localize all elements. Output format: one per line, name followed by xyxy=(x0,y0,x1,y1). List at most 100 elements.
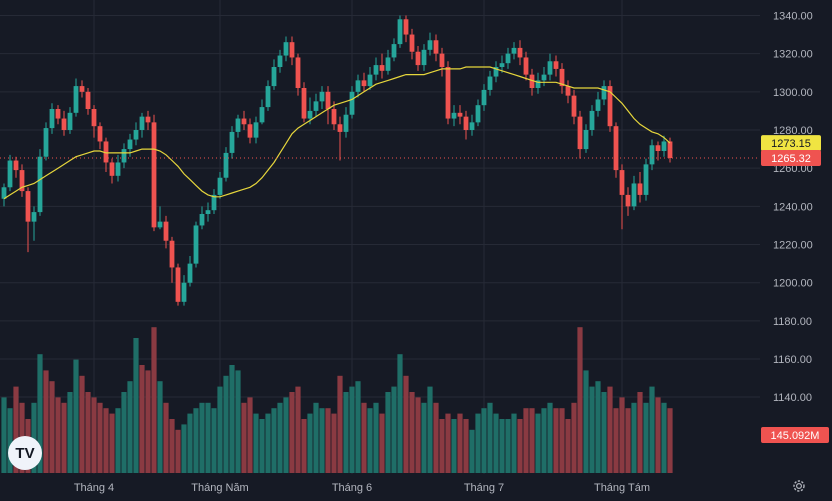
volume-bar xyxy=(619,397,625,473)
candle xyxy=(367,67,373,90)
candle-body xyxy=(655,145,661,151)
x-tick-label: Tháng Tám xyxy=(594,482,650,494)
volume-bar xyxy=(427,386,433,473)
x-tick-label: Tháng 4 xyxy=(74,482,114,494)
candle xyxy=(577,110,583,159)
candle xyxy=(199,206,205,230)
candle-body xyxy=(403,19,409,35)
candle xyxy=(7,154,13,192)
candle-body xyxy=(319,91,325,102)
ma-value-label: 1273.15 xyxy=(771,138,811,150)
volume-bar xyxy=(115,408,121,473)
volume-bar xyxy=(505,419,511,473)
volume-bar xyxy=(373,402,379,473)
candle xyxy=(529,68,535,96)
y-tick-label: 1220.00 xyxy=(773,240,813,252)
candle-body xyxy=(169,240,175,268)
candle xyxy=(319,86,325,109)
volume-bar xyxy=(193,408,199,473)
candle xyxy=(427,32,433,56)
tradingview-logo-icon[interactable]: TV xyxy=(8,436,42,470)
candle-body xyxy=(463,116,469,130)
candle xyxy=(277,49,283,73)
volume-bar xyxy=(577,327,583,473)
candle-body xyxy=(445,67,451,119)
candle xyxy=(25,187,31,253)
candle-body xyxy=(43,128,49,157)
candle-body xyxy=(361,80,367,87)
candle xyxy=(205,202,211,222)
volume-bar xyxy=(223,375,229,473)
volume-bar xyxy=(151,327,157,473)
volume-bar xyxy=(403,375,409,473)
candle-body xyxy=(487,76,493,90)
candle xyxy=(403,15,409,43)
candle xyxy=(313,93,319,117)
x-tick-label: Tháng Năm xyxy=(191,482,248,494)
volume-bar xyxy=(493,413,499,473)
candle xyxy=(295,53,301,96)
candle-body xyxy=(637,183,643,195)
candle xyxy=(469,114,475,136)
volume-bar xyxy=(391,386,397,473)
volume-bar xyxy=(97,402,103,473)
candle xyxy=(79,80,85,98)
volume-bar xyxy=(7,408,13,473)
y-tick-label: 1160.00 xyxy=(773,354,812,366)
volume-bar xyxy=(343,392,349,473)
volume-bar xyxy=(337,375,343,473)
candle-body xyxy=(427,40,433,50)
candle xyxy=(355,74,361,98)
candle xyxy=(271,59,277,90)
candle-body xyxy=(181,282,187,302)
candle-body xyxy=(175,267,181,302)
candle xyxy=(331,101,337,130)
y-tick-label: 1260.00 xyxy=(773,163,813,175)
candle xyxy=(55,105,61,125)
candle xyxy=(169,236,175,283)
volume-bar xyxy=(91,397,97,473)
volume-bar xyxy=(349,386,355,473)
candle-body xyxy=(85,91,91,109)
ma-value-tag xyxy=(761,135,821,152)
volume-bar xyxy=(289,392,295,473)
volume-bar xyxy=(325,408,331,473)
candle xyxy=(661,135,667,157)
candle-body xyxy=(259,107,265,123)
volume-bar xyxy=(211,408,217,473)
volume-bar xyxy=(535,413,541,473)
candle-body xyxy=(643,164,649,195)
volume-bar xyxy=(361,402,367,473)
candle xyxy=(1,183,7,207)
candle xyxy=(511,42,517,60)
candle xyxy=(151,114,157,232)
y-tick-label: 1280.00 xyxy=(773,125,813,137)
volume-bar xyxy=(199,402,205,473)
candle xyxy=(613,122,619,178)
candle-body xyxy=(37,156,43,213)
candle-body xyxy=(1,187,7,199)
candle-body xyxy=(139,116,145,130)
candle-body xyxy=(265,86,271,108)
candle-body xyxy=(217,177,223,195)
candle xyxy=(571,89,577,125)
candle-body xyxy=(7,160,13,188)
candle xyxy=(13,156,19,178)
volume-bar xyxy=(313,402,319,473)
volume-bar xyxy=(169,419,175,473)
candle-body xyxy=(409,34,415,52)
candle-body xyxy=(343,114,349,132)
volume-bar xyxy=(43,370,49,473)
candle-body xyxy=(469,122,475,130)
candle xyxy=(415,46,421,71)
gear-icon[interactable] xyxy=(791,478,807,494)
volume-bar xyxy=(511,413,517,473)
candle xyxy=(397,15,403,48)
volume-bar xyxy=(235,370,241,473)
candle xyxy=(283,36,289,62)
volume-bar xyxy=(367,408,373,473)
candle xyxy=(193,221,199,268)
volume-bar xyxy=(355,381,361,473)
